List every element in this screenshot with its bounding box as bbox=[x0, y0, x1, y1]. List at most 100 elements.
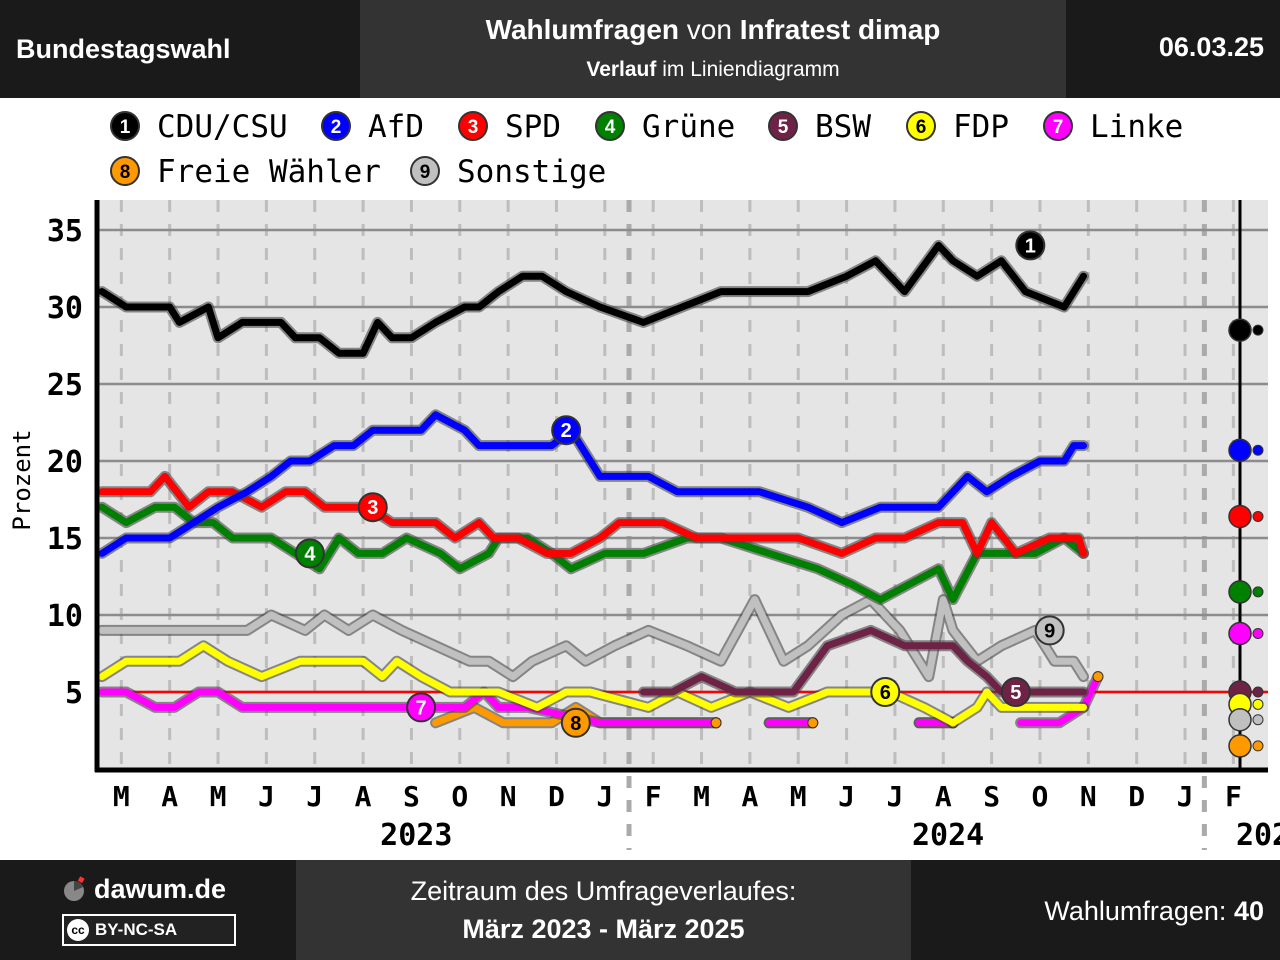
projection-dot-small bbox=[1252, 740, 1264, 752]
series-marker-number: 9 bbox=[1044, 620, 1055, 642]
poll-count-label: Wahlumfragen: bbox=[1044, 896, 1234, 926]
y-tick-label: 20 bbox=[47, 445, 83, 480]
license-badge[interactable]: cc BY-NC-SA bbox=[62, 914, 236, 946]
cc-icon: cc bbox=[67, 919, 89, 941]
x-tick-label: O bbox=[1032, 780, 1049, 813]
legend: 1 CDU/CSU 2 AfD 3 SPD 4 Grüne 5 BSW 6 FDP 7 Linke 8 Fre… bbox=[110, 109, 1183, 190]
y-tick-label: 30 bbox=[47, 291, 83, 326]
legend-number: 2 bbox=[331, 117, 342, 138]
legend-swatch-Linke bbox=[1043, 111, 1073, 141]
series-line-Linke bbox=[1017, 673, 1102, 727]
projection-dot-small bbox=[1252, 510, 1264, 522]
x-tick-label: M bbox=[790, 780, 807, 813]
series-marker-FDP bbox=[870, 677, 901, 707]
series-line-Sonstige bbox=[98, 596, 1087, 681]
series-marker-Grüne bbox=[294, 538, 325, 569]
series-marker-Sonstige bbox=[1034, 615, 1065, 646]
legend-label: Freie Wähler bbox=[157, 154, 381, 190]
series-marker-Linke bbox=[406, 692, 437, 723]
y-tick-label: 25 bbox=[47, 368, 83, 403]
legend-swatch-Freie Wähler bbox=[110, 156, 140, 186]
header-center: Wahlumfragen von Infratest dimap Verlauf… bbox=[360, 0, 1066, 98]
period-value: März 2023 - März 2025 bbox=[462, 914, 745, 944]
series-marker-number: 2 bbox=[561, 420, 572, 442]
header-date: 06.03.25 bbox=[1158, 32, 1264, 62]
series-marker-number: 6 bbox=[880, 682, 891, 704]
legend-label: CDU/CSU bbox=[157, 109, 288, 145]
legend-label: SPD bbox=[505, 109, 561, 145]
brand[interactable]: dawum.de bbox=[62, 874, 226, 905]
period-label: Zeitraum des Umfrageverlaufes: bbox=[410, 876, 797, 906]
legend-number: 8 bbox=[120, 162, 131, 183]
header-right: 06.03.25 bbox=[1066, 0, 1280, 98]
legend-swatch-AfD bbox=[321, 111, 351, 141]
legend-swatch-CDU/CSU bbox=[110, 111, 140, 141]
x-tick-label: S bbox=[403, 780, 420, 813]
x-tick-label: D bbox=[1128, 780, 1145, 813]
header-left: Bundestagswahl bbox=[0, 0, 360, 98]
legend-label: Grüne bbox=[642, 109, 735, 145]
footer-bar: dawum.de cc BY-NC-SA Zeitraum des Umfrage… bbox=[0, 860, 1280, 960]
legend-swatch-BSW bbox=[768, 111, 798, 141]
y-tick-label: 10 bbox=[47, 599, 83, 634]
election-name: Bundestagswahl bbox=[16, 34, 231, 64]
x-tick-label: A bbox=[741, 780, 758, 813]
x-tick-label: D bbox=[548, 780, 565, 813]
x-tick-label: J bbox=[596, 780, 613, 813]
x-tick-label: J bbox=[1177, 780, 1194, 813]
series-marker-number: 1 bbox=[1025, 235, 1036, 257]
x-year-label: 2024 bbox=[912, 818, 984, 853]
projection-dot-Linke bbox=[1228, 621, 1252, 646]
series-marker-AfD bbox=[551, 415, 582, 446]
projection-dot-Grüne bbox=[1228, 580, 1252, 604]
x-tick-label: F bbox=[645, 780, 662, 813]
legend-number: 7 bbox=[1053, 117, 1064, 138]
projection-dot-small bbox=[1252, 444, 1264, 456]
projection-dot-small bbox=[1252, 686, 1264, 698]
legend-label: AfD bbox=[368, 109, 424, 145]
legend-label: BSW bbox=[815, 109, 871, 145]
title-bold-1: Wahlumfragen bbox=[485, 14, 679, 45]
legend-label: Sonstige bbox=[457, 154, 606, 190]
legend-label: Linke bbox=[1090, 109, 1183, 145]
x-tick-label: F bbox=[1225, 780, 1242, 813]
title-mid: von bbox=[679, 14, 740, 45]
x-tick-label: A bbox=[935, 780, 952, 813]
title-bold-2: Infratest dimap bbox=[739, 14, 941, 45]
subtitle-rest: im Liniendiagramm bbox=[656, 58, 840, 81]
x-tick-label: M bbox=[693, 780, 710, 813]
legend-number: 4 bbox=[605, 117, 616, 138]
series-labels: 1 2 3 4 5 6 7 8 9 bbox=[294, 230, 1065, 738]
poll-count: Wahlumfragen: 40 bbox=[1044, 896, 1264, 927]
x-year-label: 2023 bbox=[380, 818, 452, 853]
series-marker-CDU/CSU bbox=[1015, 230, 1046, 261]
legend-number: 1 bbox=[120, 117, 131, 138]
x-tick-label: M bbox=[113, 780, 130, 813]
projection-dot-Sonstige bbox=[1228, 707, 1252, 732]
x-tick-label: A bbox=[161, 780, 178, 813]
legend-swatch-Grüne bbox=[595, 111, 625, 141]
projection-dot-small bbox=[1252, 698, 1264, 710]
x-tick-label: O bbox=[451, 780, 468, 813]
series-marker-BSW bbox=[1000, 677, 1031, 707]
x-tick-label: J bbox=[258, 780, 275, 813]
projection-dot-SPD bbox=[1228, 504, 1252, 529]
y-axis-label: Prozent bbox=[8, 429, 36, 530]
legend-swatch-FDP bbox=[906, 111, 936, 141]
series-marker-SPD bbox=[357, 492, 388, 523]
x-tick-label: A bbox=[355, 780, 372, 813]
x-tick-label: J bbox=[838, 780, 855, 813]
series-marker-number: 5 bbox=[1010, 682, 1021, 704]
legend-label: FDP bbox=[953, 109, 1009, 145]
legend-number: 5 bbox=[778, 117, 789, 138]
page-subtitle: Verlauf im Liniendiagramm bbox=[360, 58, 1066, 82]
poll-count-value: 40 bbox=[1233, 896, 1264, 926]
legend-swatch-Sonstige bbox=[410, 156, 440, 186]
series-marker-Freie Wähler bbox=[560, 707, 591, 738]
series-line-AfD bbox=[98, 411, 1087, 557]
series-line-FDP bbox=[98, 642, 1087, 727]
legend-swatch-SPD bbox=[458, 111, 488, 141]
x-tick-label: M bbox=[210, 780, 227, 813]
projection-dot-Freie Wähler bbox=[1228, 734, 1252, 758]
